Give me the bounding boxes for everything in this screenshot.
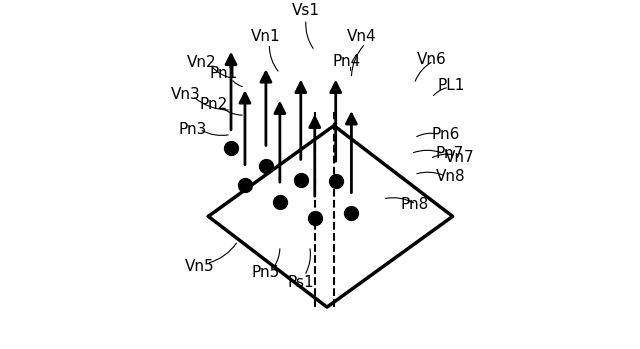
Text: Vn4: Vn4 [347, 29, 377, 44]
Text: Vn6: Vn6 [417, 52, 447, 67]
Text: Pn7: Pn7 [435, 146, 463, 161]
Text: Vn2: Vn2 [186, 55, 216, 70]
Text: Pn4: Pn4 [332, 54, 360, 68]
Text: Pn5: Pn5 [252, 265, 280, 280]
Text: PL1: PL1 [437, 78, 465, 93]
Text: Pn1: Pn1 [210, 66, 238, 81]
Text: Vn5: Vn5 [185, 260, 214, 274]
Text: Pn2: Pn2 [200, 97, 228, 112]
Text: Vs1: Vs1 [292, 3, 320, 18]
Text: Vn3: Vn3 [171, 87, 200, 102]
Text: Vn7: Vn7 [445, 150, 474, 164]
Text: Ps1: Ps1 [287, 275, 314, 290]
Text: Vn8: Vn8 [436, 169, 466, 184]
Text: Pn3: Pn3 [179, 122, 207, 136]
Text: Pn8: Pn8 [400, 197, 428, 211]
Text: Vn1: Vn1 [251, 29, 281, 44]
Text: Pn6: Pn6 [431, 127, 460, 142]
